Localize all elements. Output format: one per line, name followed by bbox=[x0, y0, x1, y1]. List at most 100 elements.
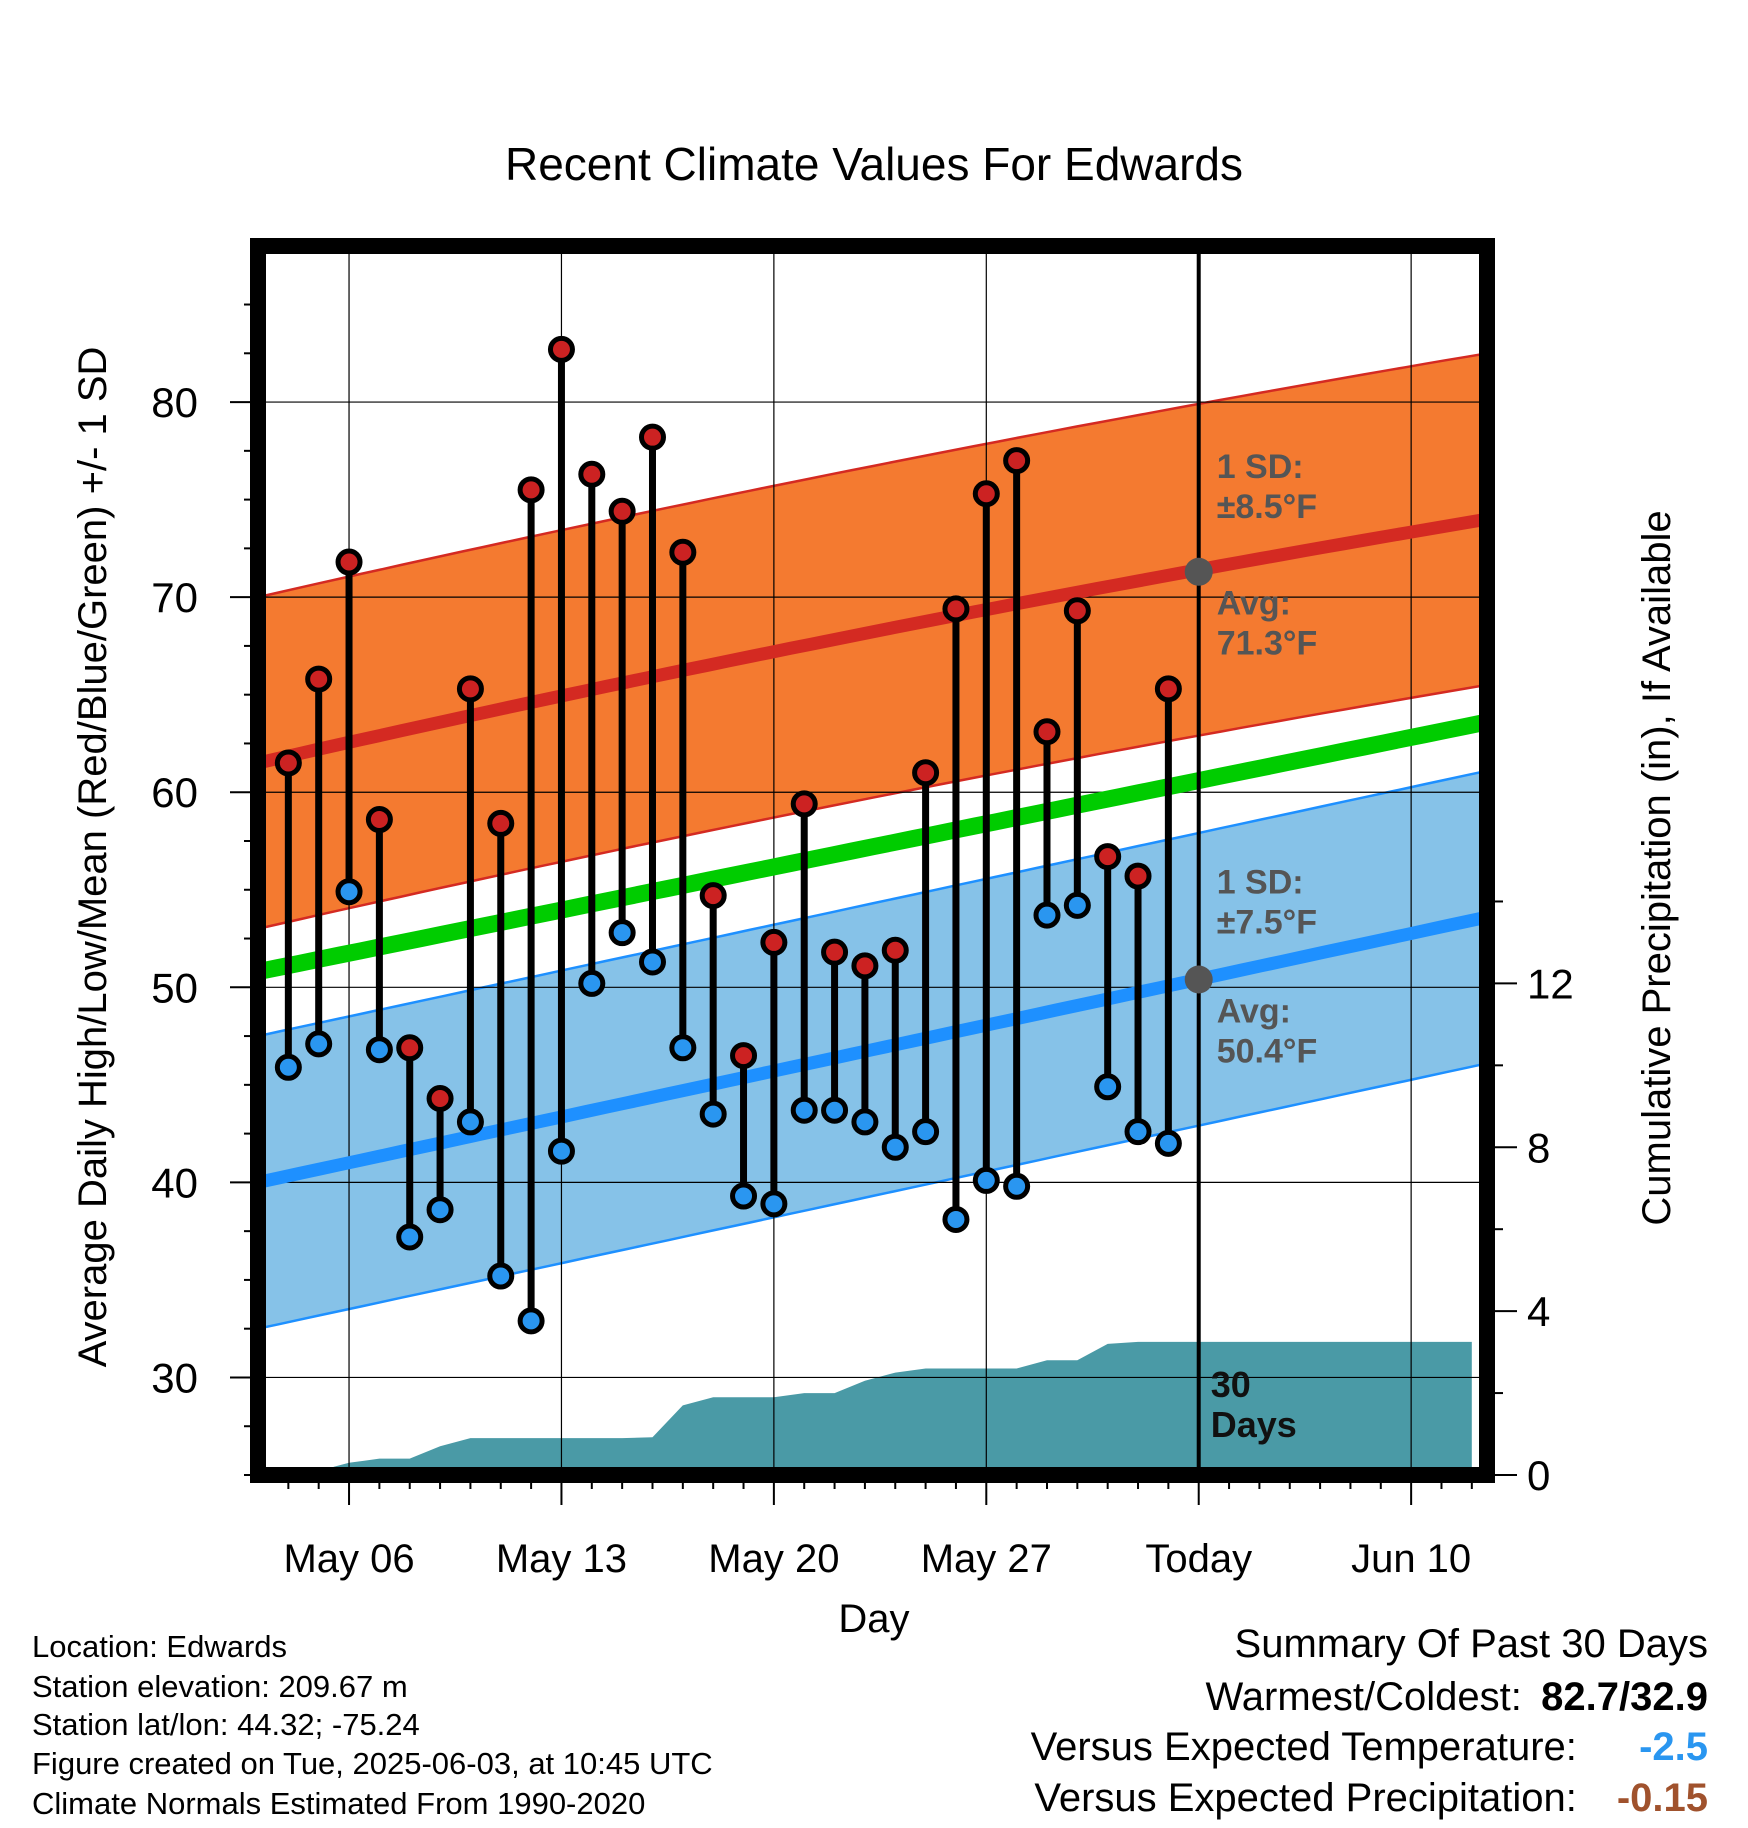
y-tick-label: 70 bbox=[151, 574, 198, 621]
summary-precip: Versus Expected Precipitation: -0.15 bbox=[1034, 1774, 1708, 1822]
low-point bbox=[790, 1096, 818, 1124]
y-tick-label: 80 bbox=[151, 379, 198, 426]
low-point bbox=[760, 1190, 788, 1218]
low-point bbox=[942, 1205, 970, 1233]
info-location: Location: Edwards bbox=[32, 1629, 288, 1664]
low-point bbox=[699, 1100, 727, 1128]
low-point bbox=[821, 1096, 849, 1124]
y-tick-label: 40 bbox=[151, 1159, 198, 1206]
low-point bbox=[365, 1036, 393, 1064]
today-high-avg-marker bbox=[1184, 557, 1213, 586]
high-point bbox=[487, 809, 515, 837]
low-mean-line bbox=[258, 910, 1487, 1189]
low-point bbox=[335, 878, 363, 906]
low-point bbox=[487, 1262, 515, 1290]
low-sd-annotation: 1 SD: bbox=[1217, 864, 1304, 902]
summary-warm-cold: Warmest/Coldest: 82.7/32.9 bbox=[1206, 1673, 1709, 1721]
plot-frame bbox=[250, 238, 1495, 1483]
low-point bbox=[1154, 1129, 1182, 1157]
summary-warm-cold-label: Warmest/Coldest: bbox=[1205, 1675, 1522, 1719]
x-tick-label: Today bbox=[1145, 1537, 1252, 1581]
high-point bbox=[972, 480, 1000, 508]
mean-line bbox=[258, 713, 1487, 981]
low-point bbox=[305, 1030, 333, 1058]
summary-precip-value: -0.15 bbox=[1616, 1776, 1708, 1820]
y-axis-label: Average Daily High/Low/Mean (Red/Blue/Gr… bbox=[71, 347, 115, 1368]
high-point bbox=[456, 675, 484, 703]
summary-temp-label: Versus Expected Temperature: bbox=[1030, 1725, 1577, 1769]
summary-title: Summary Of Past 30 Days bbox=[1234, 1622, 1708, 1666]
high-point bbox=[760, 928, 788, 956]
y2-tick-label: 0 bbox=[1527, 1452, 1550, 1499]
high-point bbox=[669, 538, 697, 566]
high-point bbox=[1063, 597, 1091, 625]
low-point bbox=[730, 1182, 758, 1210]
high-point bbox=[517, 476, 545, 504]
y-tick-label: 30 bbox=[151, 1354, 198, 1401]
summary-temp-value: -2.5 bbox=[1639, 1725, 1708, 1769]
high-point bbox=[365, 806, 393, 834]
x-tick-label: Jun 10 bbox=[1351, 1537, 1471, 1581]
low-point bbox=[669, 1034, 697, 1062]
info-normals-note: Climate Normals Estimated From 1990-2020 bbox=[32, 1786, 646, 1821]
x-tick-label: May 06 bbox=[283, 1537, 414, 1581]
low-avg-annotation: Avg: bbox=[1217, 992, 1291, 1030]
high-point bbox=[1033, 718, 1061, 746]
high-point bbox=[1154, 675, 1182, 703]
high-point bbox=[851, 952, 879, 980]
info-elevation: Station elevation: 209.67 m bbox=[32, 1669, 408, 1704]
x-tick-label: May 20 bbox=[708, 1537, 839, 1581]
x-axis-label: Day bbox=[838, 1597, 909, 1641]
low-point bbox=[396, 1223, 424, 1251]
high-point bbox=[1003, 447, 1031, 475]
low-sd-upper-line bbox=[258, 769, 1487, 1038]
low-point bbox=[1003, 1172, 1031, 1200]
y2-axis-label: Cumulative Precipitation (in), If Availa… bbox=[1635, 510, 1679, 1225]
low-point bbox=[851, 1108, 879, 1136]
chart-title: Recent Climate Values For Edwards bbox=[505, 138, 1243, 190]
x-tick-label: May 27 bbox=[921, 1537, 1052, 1581]
info-latlon: Station lat/lon: 44.32; -75.24 bbox=[32, 1707, 420, 1742]
low-sd-lower-line bbox=[258, 1062, 1487, 1330]
low-point bbox=[274, 1053, 302, 1081]
high-point bbox=[396, 1034, 424, 1062]
high-point bbox=[274, 749, 302, 777]
high-point bbox=[638, 423, 666, 451]
low-point bbox=[517, 1307, 545, 1335]
today-days-label: Days bbox=[1211, 1404, 1297, 1445]
high-point bbox=[305, 665, 333, 693]
high-avg-annotation: 71.3°F bbox=[1217, 625, 1318, 663]
high-point bbox=[578, 460, 606, 488]
low-point bbox=[578, 969, 606, 997]
low-point bbox=[1124, 1118, 1152, 1146]
x-tick-label: May 13 bbox=[496, 1537, 627, 1581]
low-point bbox=[1033, 901, 1061, 929]
low-point bbox=[1063, 891, 1091, 919]
precip-area bbox=[288, 1341, 1472, 1475]
low-point bbox=[972, 1166, 1000, 1194]
high-point bbox=[790, 790, 818, 818]
y-tick-label: 50 bbox=[151, 964, 198, 1011]
low-point bbox=[456, 1108, 484, 1136]
high-point bbox=[335, 548, 363, 576]
high-point bbox=[426, 1084, 454, 1112]
low-avg-annotation: 50.4°F bbox=[1217, 1032, 1318, 1070]
low-point bbox=[608, 919, 636, 947]
high-sd-lower-line bbox=[258, 683, 1487, 931]
high-point bbox=[699, 882, 727, 910]
high-point bbox=[608, 497, 636, 525]
high-sd-upper-line bbox=[258, 352, 1487, 599]
high-point bbox=[912, 759, 940, 787]
high-point bbox=[881, 936, 909, 964]
high-point bbox=[1124, 862, 1152, 890]
high-sd-annotation: 1 SD: bbox=[1217, 448, 1304, 486]
summary-warm-cold-value: 82.7/32.9 bbox=[1541, 1675, 1708, 1719]
high-point bbox=[1094, 843, 1122, 871]
high-point bbox=[547, 335, 575, 363]
y2-tick-label: 4 bbox=[1527, 1288, 1550, 1335]
today-days-label: 30 bbox=[1211, 1364, 1251, 1405]
summary-precip-label: Versus Expected Precipitation: bbox=[1034, 1776, 1577, 1820]
high-point bbox=[942, 595, 970, 623]
y-tick-label: 60 bbox=[151, 769, 198, 816]
